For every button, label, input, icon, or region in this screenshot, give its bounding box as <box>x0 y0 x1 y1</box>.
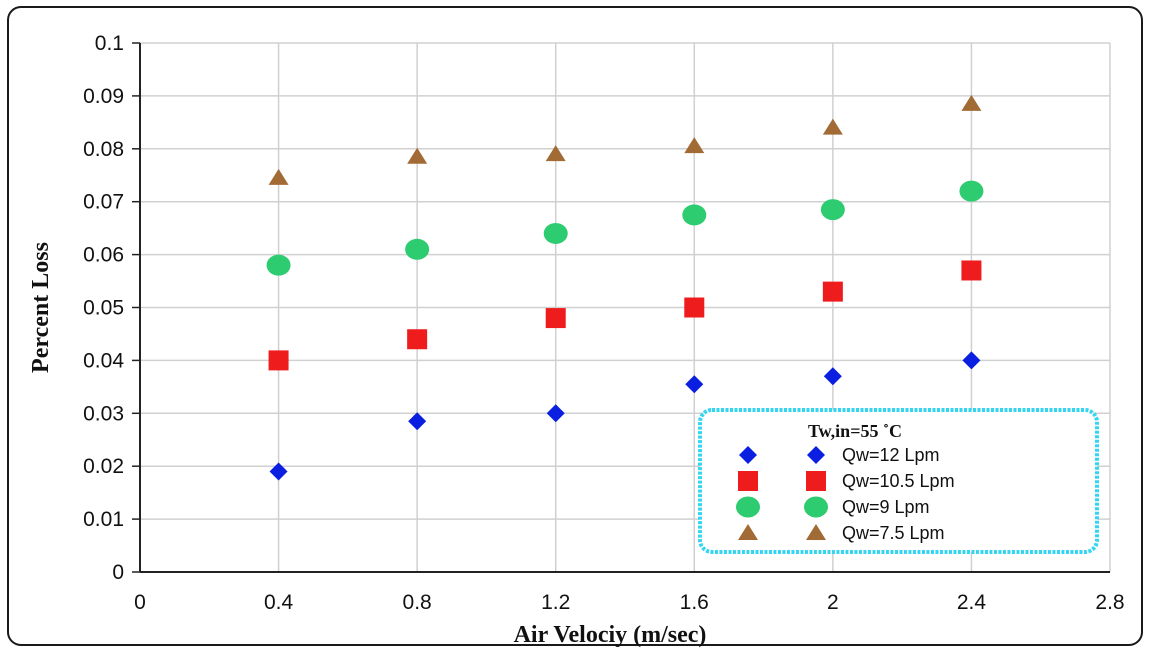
y-tick-label: 0.09 <box>83 85 124 108</box>
y-tick-label: 0.01 <box>83 508 124 531</box>
x-tick-label: 2.4 <box>957 591 987 614</box>
axes <box>132 42 1110 573</box>
point-series-3 <box>266 254 291 276</box>
point-series-1 <box>269 462 288 481</box>
legend-label-4: Qw=7.5 Lpm <box>842 523 945 543</box>
point-series-4 <box>961 94 982 111</box>
point-series-4 <box>268 168 289 185</box>
chart-frame <box>7 6 1143 646</box>
point-series-3 <box>543 222 568 244</box>
legend-marker-1 <box>807 446 825 464</box>
y-tick-label: 0.02 <box>83 455 124 478</box>
y-tick-label: 0.1 <box>95 32 124 55</box>
y-tick-label: 0 <box>112 561 124 584</box>
legend-title: Tw,in=55 ˚C <box>808 421 902 441</box>
point-series-4 <box>545 145 566 162</box>
point-series-2 <box>545 308 566 329</box>
x-tick-label: 0 <box>134 591 146 614</box>
legend-marker-4 <box>806 524 826 540</box>
y-tick-label: 0.07 <box>83 191 124 214</box>
legend-label-1: Qw=12 Lpm <box>842 445 940 465</box>
y-tick-label: 0.05 <box>83 297 124 320</box>
x-tick-label: 1.6 <box>680 591 709 614</box>
point-series-1 <box>962 351 981 370</box>
point-series-4 <box>822 118 843 135</box>
legend-marker-4 <box>738 524 758 540</box>
point-series-2 <box>961 260 982 281</box>
y-tick-label: 0.03 <box>83 402 124 425</box>
point-series-2 <box>684 297 705 318</box>
point-series-4 <box>684 137 705 154</box>
grid <box>140 42 1111 572</box>
legend-marker-3 <box>804 496 828 518</box>
x-tick-label: 0.4 <box>264 591 294 614</box>
x-tick-label: 0.8 <box>403 591 432 614</box>
legend-marker-2 <box>738 471 758 491</box>
tick-labels: 0 0.01 0.02 0.03 0.04 0.05 0.06 0.07 0.08 0.09 0.1… <box>83 32 1124 614</box>
y-tick-label: 0.08 <box>83 138 124 161</box>
y-tick-label: 0.04 <box>83 349 124 372</box>
point-series-2 <box>268 350 289 371</box>
y-tick-label: 0.06 <box>83 244 124 267</box>
point-series-1 <box>685 375 704 394</box>
legend-marker-3 <box>736 496 760 518</box>
x-tick-label: 1.2 <box>541 591 570 614</box>
x-tick-label: 2.8 <box>1095 591 1124 614</box>
point-series-3 <box>820 199 845 221</box>
legend-marker-2 <box>806 471 826 491</box>
point-series-2 <box>822 281 843 302</box>
x-tick-label: 2 <box>827 591 839 614</box>
point-series-4 <box>407 147 428 164</box>
y-axis-title: Percent Loss <box>28 242 54 373</box>
legend-label-3: Qw=9 Lpm <box>842 497 930 517</box>
legend-marker-1 <box>739 446 757 464</box>
point-series-1 <box>546 404 565 423</box>
point-series-2 <box>407 329 428 350</box>
point-series-3 <box>959 180 984 202</box>
point-series-3 <box>682 204 707 226</box>
data-points <box>266 94 984 481</box>
point-series-3 <box>405 238 430 260</box>
legend: Tw,in=55 ˚C Qw=12 Lpm Qw=10.5 Lpm Qw=9 Lpm… <box>698 408 1099 554</box>
legend-label-2: Qw=10.5 Lpm <box>842 471 955 491</box>
point-series-1 <box>823 367 842 386</box>
legend-box <box>698 408 1099 554</box>
x-axis-title: Air Velociy (m/sec) <box>514 622 707 648</box>
point-series-1 <box>408 412 427 431</box>
